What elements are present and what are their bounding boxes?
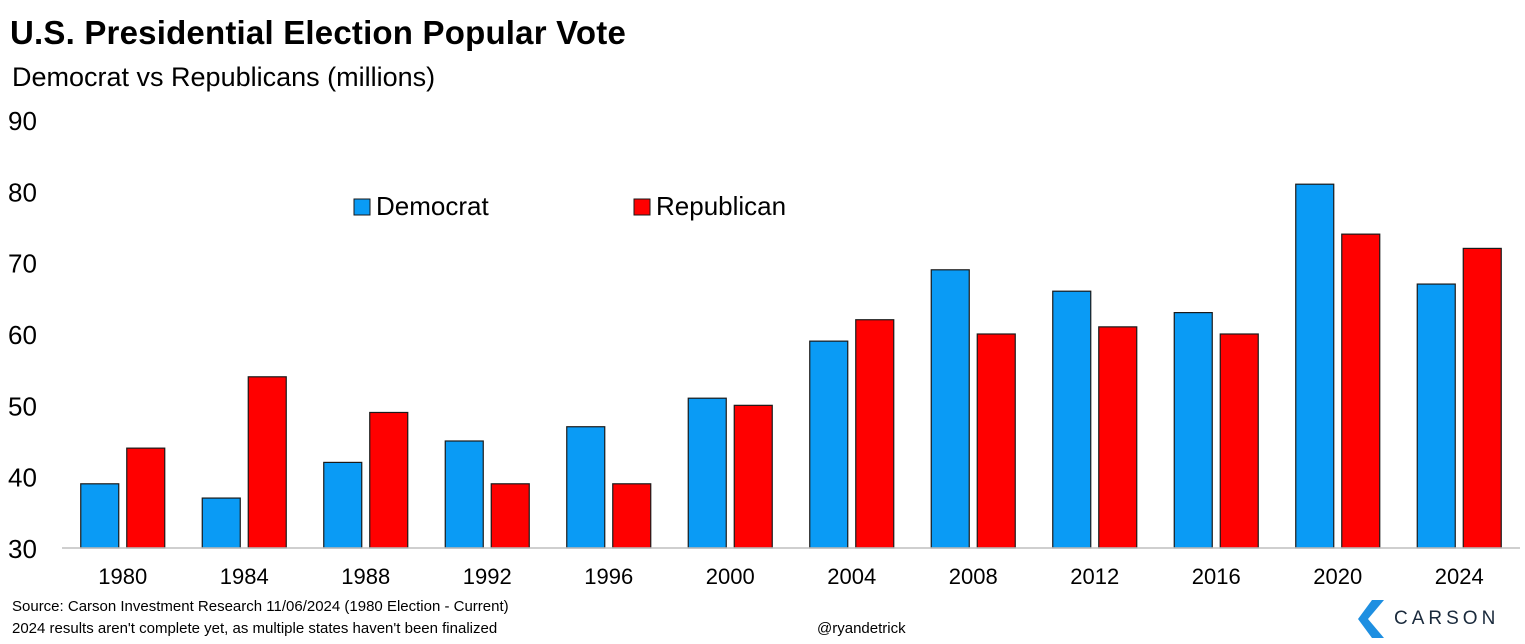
democrat-bar (930, 269, 970, 549)
chart-subtitle: Democrat vs Republicans (millions) (12, 62, 436, 92)
brand-wordmark: CARSON (1394, 608, 1500, 629)
democrat-bar (201, 497, 241, 549)
republican-bar (1341, 233, 1381, 549)
x-tick-label: 1996 (584, 564, 633, 589)
y-tick-label: 80 (8, 177, 37, 207)
bar-chart: 30 40 50 60 70 80 90 1980 1984 1988 1992 1996 2000 20… (8, 106, 1520, 589)
results-note: 2024 results aren't complete yet, as mul… (12, 620, 498, 637)
democrat-bar (1052, 290, 1092, 549)
legend-swatch-republican (633, 198, 651, 216)
republican-bar (1462, 247, 1502, 549)
republican-bar (976, 333, 1016, 549)
y-tick-label: 50 (8, 391, 37, 421)
republican-bar (1098, 326, 1138, 549)
y-tick-label: 30 (8, 534, 37, 564)
democrat-bar (80, 483, 120, 549)
x-tick-label: 1992 (463, 564, 512, 589)
democrat-bar (809, 340, 849, 549)
source-note: Source: Carson Investment Research 11/06… (12, 598, 509, 615)
y-tick-label: 70 (8, 249, 37, 279)
democrat-bar (566, 426, 606, 549)
x-tick-label: 2000 (706, 564, 755, 589)
x-tick-label: 1984 (220, 564, 269, 589)
democrat-bar (1173, 312, 1213, 549)
republican-bar (855, 319, 895, 549)
democrat-bar (444, 440, 484, 549)
republican-bar (247, 376, 287, 549)
republican-bar (612, 483, 652, 549)
x-tick-label: 2020 (1313, 564, 1362, 589)
x-tick-label: 2016 (1192, 564, 1241, 589)
x-tick-label: 2012 (1070, 564, 1119, 589)
democrat-bar (1295, 183, 1335, 549)
author-handle: @ryandetrick (817, 620, 906, 637)
y-tick-label: 60 (8, 320, 37, 350)
republican-bar (1219, 333, 1259, 549)
x-tick-label: 1980 (98, 564, 147, 589)
y-tick-label: 40 (8, 463, 37, 493)
x-tick-label: 2024 (1435, 564, 1484, 589)
carson-brand: CARSON (1358, 600, 1499, 638)
x-tick-label: 2008 (949, 564, 998, 589)
democrat-bar (1416, 283, 1456, 549)
republican-bar (490, 483, 530, 549)
republican-bar (733, 404, 773, 549)
democrat-bar (687, 397, 727, 549)
carson-logo-icon (1358, 600, 1384, 638)
democrat-bar (323, 461, 363, 549)
y-tick-label: 90 (8, 106, 37, 136)
legend-swatch-democrat (353, 198, 371, 216)
x-tick-label: 1988 (341, 564, 390, 589)
legend-label-democrat: Democrat (376, 191, 489, 221)
x-tick-label: 2004 (827, 564, 876, 589)
chart-title: U.S. Presidential Election Popular Vote (10, 14, 626, 51)
republican-bar (369, 411, 409, 549)
legend-label-republican: Republican (656, 191, 786, 221)
republican-bar (126, 447, 166, 549)
